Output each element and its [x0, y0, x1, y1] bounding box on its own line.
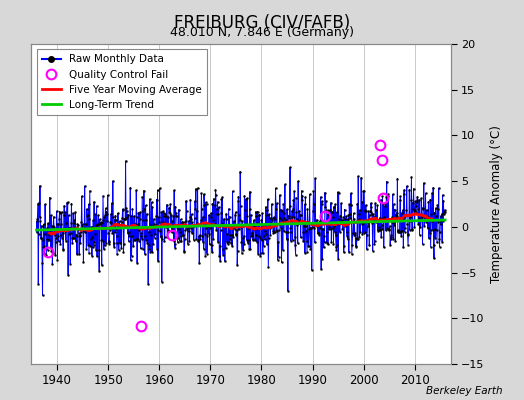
Legend: Raw Monthly Data, Quality Control Fail, Five Year Moving Average, Long-Term Tren: Raw Monthly Data, Quality Control Fail, … [37, 49, 207, 115]
Y-axis label: Temperature Anomaly (°C): Temperature Anomaly (°C) [490, 125, 503, 283]
Text: 48.010 N, 7.846 E (Germany): 48.010 N, 7.846 E (Germany) [170, 26, 354, 39]
Text: Berkeley Earth: Berkeley Earth [427, 386, 503, 396]
Text: FREIBURG (CIV/FAFB): FREIBURG (CIV/FAFB) [174, 14, 350, 32]
